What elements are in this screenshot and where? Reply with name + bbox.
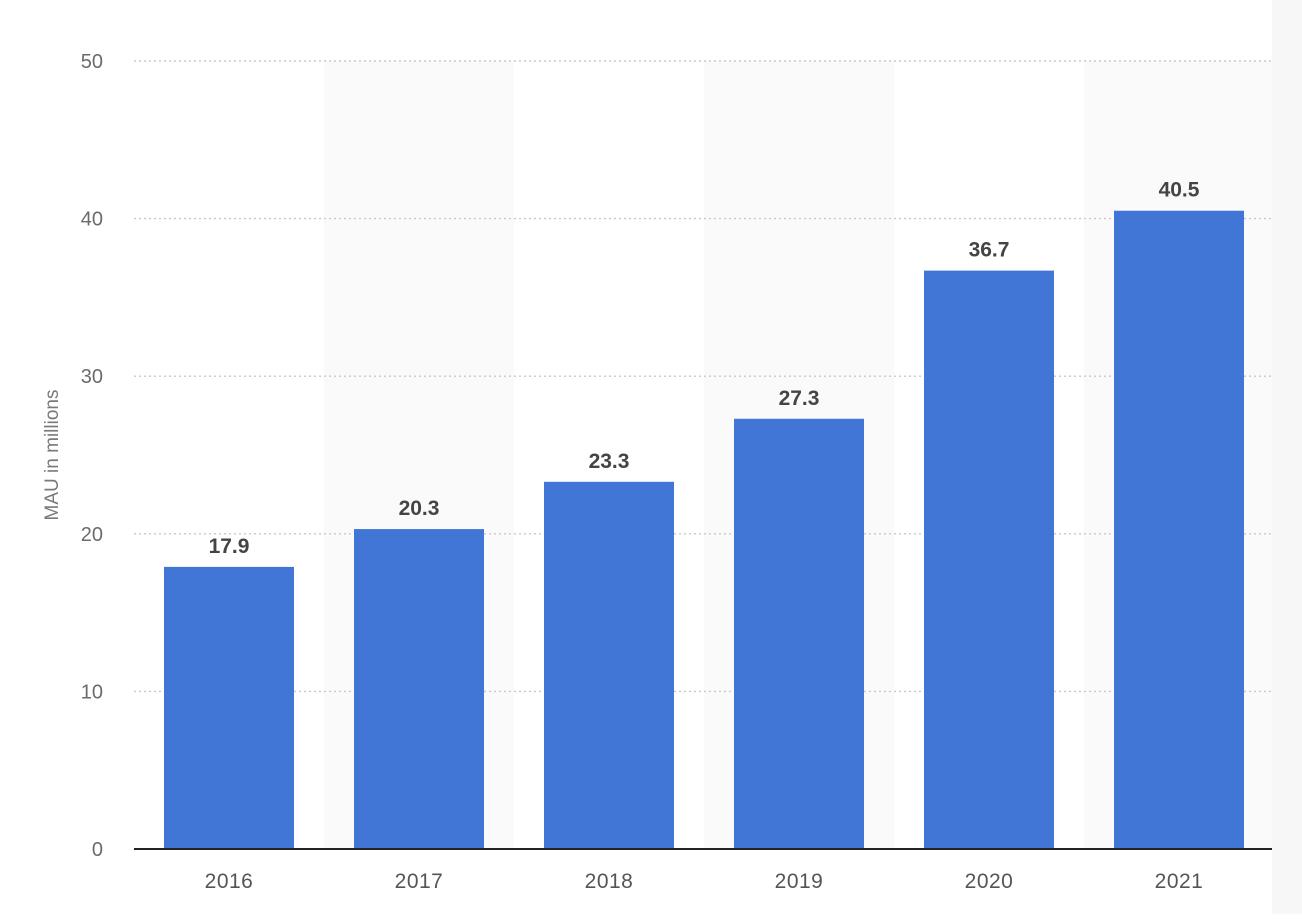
data-label-2021: 40.5 <box>1159 179 1200 202</box>
x-tick-label-2018: 2018 <box>585 870 634 893</box>
label-layer: 17.9 2016 20.3 2017 23.3 2018 27.3 2019 36.7 2020… <box>205 179 1204 893</box>
bar-2016[interactable] <box>164 566 294 849</box>
data-label-2020: 36.7 <box>969 239 1010 262</box>
x-tick-label-2017: 2017 <box>395 870 444 893</box>
x-tick-label-2016: 2016 <box>205 870 254 893</box>
bar-layer <box>164 210 1244 850</box>
y-tick-label: 0 <box>92 839 103 861</box>
right-edge-panel <box>1272 0 1302 914</box>
y-tick-label: 10 <box>81 681 103 703</box>
x-tick-label-2020: 2020 <box>965 870 1014 893</box>
bar-2018[interactable] <box>544 481 674 849</box>
x-tick-label-2021: 2021 <box>1155 870 1204 893</box>
bar-2019[interactable] <box>734 418 864 849</box>
data-label-2019: 27.3 <box>779 387 820 410</box>
x-tick-label-2019: 2019 <box>775 870 824 893</box>
grid-layer: 0 10 20 30 40 50 <box>81 51 1274 861</box>
y-tick-label: 20 <box>81 524 103 546</box>
data-label-2017: 20.3 <box>399 497 440 520</box>
y-axis-title: MAU in millions <box>42 390 63 521</box>
data-label-2018: 23.3 <box>589 450 630 473</box>
bar-2017[interactable] <box>354 529 484 849</box>
bar-2020[interactable] <box>924 270 1054 849</box>
y-tick-label: 40 <box>81 209 103 231</box>
y-tick-label: 30 <box>81 366 103 388</box>
bar-2021[interactable] <box>1114 210 1244 850</box>
y-tick-label: 50 <box>81 51 103 73</box>
data-label-2016: 17.9 <box>209 535 250 558</box>
